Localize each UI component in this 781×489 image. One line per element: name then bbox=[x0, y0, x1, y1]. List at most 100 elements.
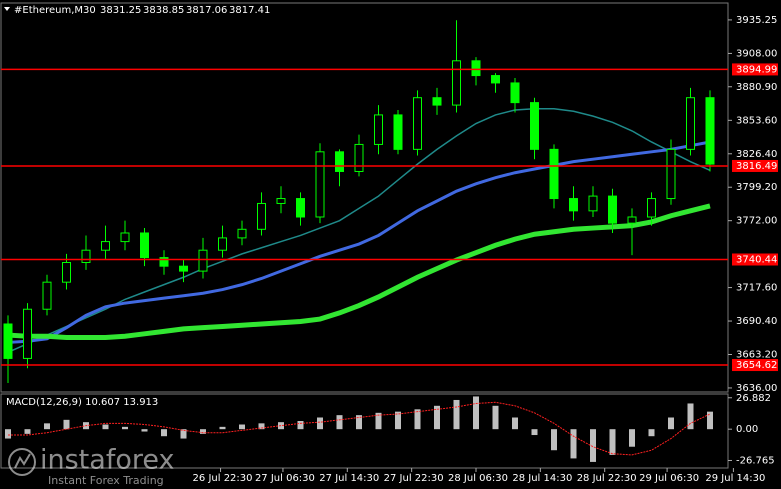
quote-value: 3817.06 bbox=[186, 5, 227, 16]
candle-body bbox=[549, 148, 559, 200]
level-tag bbox=[732, 359, 778, 372]
y-tick-label: 3826.40 bbox=[736, 149, 777, 160]
candle-body bbox=[335, 151, 344, 172]
macd-bar bbox=[492, 405, 499, 430]
logo bbox=[8, 448, 36, 476]
candle-body bbox=[179, 265, 188, 272]
macd-bar bbox=[141, 429, 148, 432]
candle-body bbox=[666, 148, 676, 200]
candle-body bbox=[510, 82, 520, 104]
candle-body bbox=[569, 198, 578, 212]
macd-bar bbox=[63, 419, 70, 430]
candle-body bbox=[374, 114, 383, 145]
level-label: 3816.49 bbox=[736, 161, 777, 172]
candle-body bbox=[101, 241, 110, 251]
candle-body bbox=[276, 198, 286, 204]
quote-value: 3831.25 bbox=[100, 5, 141, 16]
candle-body bbox=[120, 232, 130, 243]
macd-frame bbox=[0, 393, 729, 469]
macd-bar bbox=[24, 429, 31, 434]
candle-body bbox=[315, 151, 325, 218]
macd-bar bbox=[395, 411, 401, 430]
candle-body bbox=[471, 60, 481, 77]
candle-body bbox=[627, 216, 637, 224]
candle-body bbox=[530, 102, 539, 150]
watermark: instaforex Instant Forex Trading bbox=[8, 445, 174, 487]
candle-body bbox=[393, 114, 403, 150]
candle-body bbox=[218, 237, 227, 251]
candle-body bbox=[140, 232, 149, 259]
y-tick-label: 3717.60 bbox=[736, 283, 777, 294]
y-tick-label: 3880.90 bbox=[736, 82, 777, 93]
macd-bar bbox=[297, 421, 304, 430]
moving-average bbox=[7, 203, 711, 341]
candle-body bbox=[237, 228, 247, 239]
candle-body bbox=[413, 97, 422, 150]
candle-body bbox=[257, 202, 266, 230]
macd-bar bbox=[707, 411, 713, 430]
candle-body bbox=[23, 308, 32, 359]
x-tick-label: 28 Jul 06:30 bbox=[448, 473, 508, 484]
y-tick-label: 3935.25 bbox=[736, 15, 777, 26]
macd-bar bbox=[512, 417, 518, 430]
candle-body bbox=[647, 198, 656, 218]
moving-average bbox=[7, 108, 711, 353]
candle-body bbox=[686, 97, 695, 150]
candle-body bbox=[3, 323, 13, 359]
candle-body bbox=[81, 249, 91, 263]
macd-bar bbox=[258, 423, 265, 430]
x-tick-label: 28 Jul 22:30 bbox=[577, 473, 637, 484]
y-tick-label: 3690.40 bbox=[736, 316, 777, 327]
macd-bar bbox=[434, 405, 440, 430]
y-tick-label: 3663.20 bbox=[736, 349, 777, 360]
macd-bar bbox=[356, 415, 362, 430]
candle-body bbox=[296, 198, 305, 218]
moving-average bbox=[7, 140, 711, 344]
y-tick-label: 26.882 bbox=[736, 393, 771, 404]
x-tick-label: 27 Jul 14:30 bbox=[319, 473, 379, 484]
macd-bar bbox=[609, 429, 616, 455]
macd-label: MACD(12,26,9) 10.607 13.913 bbox=[6, 397, 158, 408]
y-tick-label: 3853.60 bbox=[736, 115, 777, 126]
candle-body bbox=[432, 97, 442, 106]
y-tick-label: -26.765 bbox=[736, 455, 775, 466]
macd-bar bbox=[336, 415, 343, 430]
menu-arrow bbox=[4, 7, 10, 11]
macd-bar bbox=[414, 409, 421, 430]
macd-bar bbox=[648, 429, 655, 437]
macd-bar bbox=[629, 429, 635, 447]
macd-bar bbox=[687, 403, 694, 430]
x-tick-label: 27 Jul 06:30 bbox=[255, 473, 315, 484]
macd-bar bbox=[668, 417, 674, 430]
level-label: 3740.44 bbox=[736, 254, 777, 265]
level-label: 3894.99 bbox=[736, 64, 777, 75]
macd-bar bbox=[375, 412, 382, 430]
candle-body bbox=[452, 60, 461, 106]
logo-mark bbox=[14, 453, 31, 469]
candle-body bbox=[62, 261, 71, 283]
macd-bar bbox=[219, 426, 226, 430]
x-tick-label: 29 Jul 06:30 bbox=[639, 473, 699, 484]
candle-body bbox=[159, 257, 169, 267]
candle-body bbox=[491, 75, 500, 84]
macd-bar bbox=[200, 429, 206, 434]
brand: instaforex bbox=[40, 445, 174, 476]
tagline: Instant Forex Trading bbox=[48, 474, 164, 487]
macd-bar bbox=[570, 429, 577, 459]
macd-bar bbox=[453, 399, 460, 430]
macd-bar bbox=[102, 424, 109, 430]
signal-line bbox=[8, 401, 711, 456]
quote-value: 3838.85 bbox=[143, 5, 184, 16]
y-tick-label: 3799.20 bbox=[736, 182, 777, 193]
macd-bar bbox=[5, 429, 11, 439]
macd-bar bbox=[44, 423, 50, 430]
x-tick-label: 26 Jul 22:30 bbox=[193, 473, 253, 484]
y-tick-label: 3908.00 bbox=[736, 48, 777, 59]
x-tick-label: 27 Jul 22:30 bbox=[384, 473, 444, 484]
candle-body bbox=[705, 97, 715, 165]
x-tick-label: 29 Jul 14:30 bbox=[705, 473, 765, 484]
y-tick-label: 3772.00 bbox=[736, 216, 777, 227]
candle-body bbox=[608, 195, 617, 224]
